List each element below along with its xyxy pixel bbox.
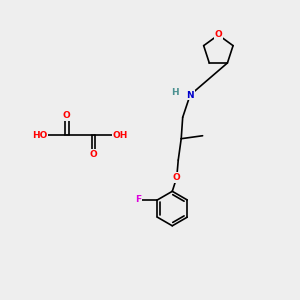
Text: OH: OH <box>113 130 128 140</box>
Text: N: N <box>186 91 194 100</box>
Text: O: O <box>63 111 71 120</box>
Text: H: H <box>171 88 178 97</box>
Text: O: O <box>214 31 222 40</box>
Text: HO: HO <box>32 130 47 140</box>
Text: O: O <box>173 173 181 182</box>
Text: F: F <box>135 195 141 204</box>
Text: O: O <box>90 150 98 159</box>
